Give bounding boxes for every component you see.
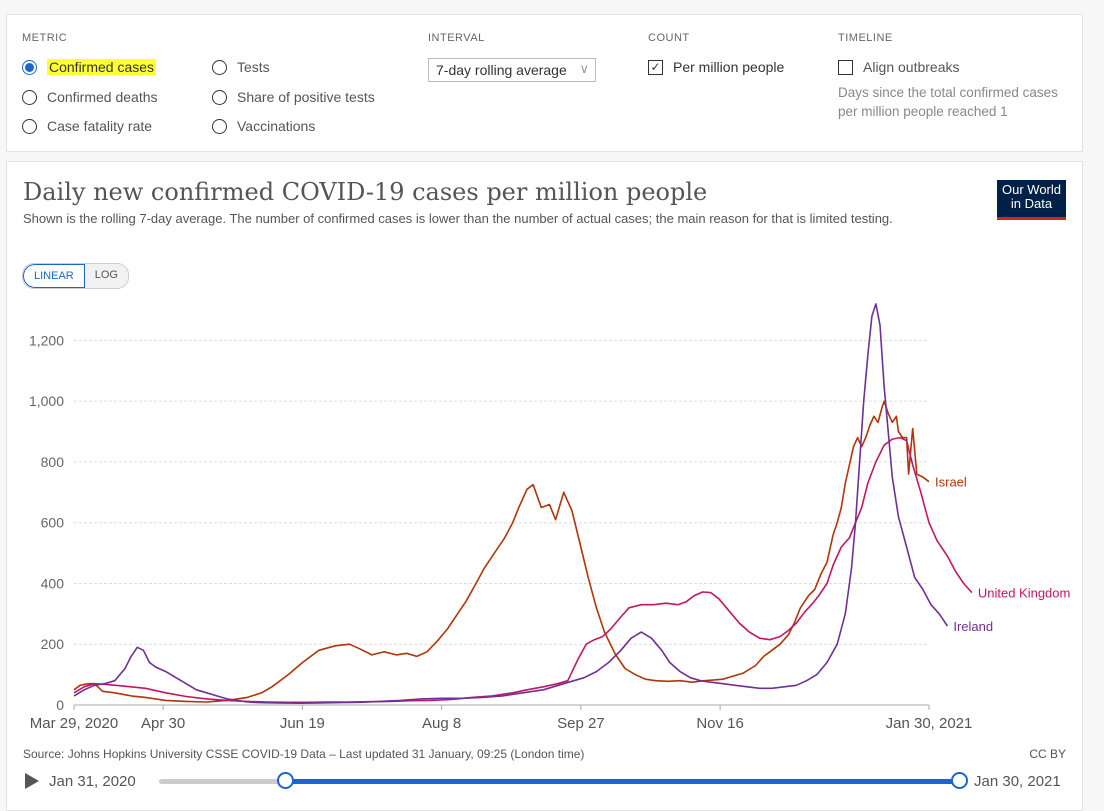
y-tick-label: 1,000 — [29, 393, 64, 409]
source-note: Source: Johns Hopkins University CSSE CO… — [23, 747, 585, 761]
metric-option-confirmed-deaths[interactable]: Confirmed deaths — [22, 89, 158, 105]
interval-heading: INTERVAL — [428, 32, 485, 44]
metric-option-share-positive-tests[interactable]: Share of positive tests — [212, 89, 375, 105]
metric-label: Case fatality rate — [47, 118, 153, 134]
line-chart: 0 200 400 600 800 1,000 1,200 Mar 29, 2020 Apr 3… — [29, 303, 1071, 732]
radio-icon[interactable] — [22, 89, 37, 105]
radio-icon[interactable] — [22, 118, 37, 134]
timeline-heading: TIMELINE — [838, 32, 893, 44]
metric-label: Confirmed cases — [47, 59, 157, 75]
checkbox-checked-icon[interactable]: ✓ — [648, 59, 663, 75]
series-end-label: Ireland — [953, 619, 993, 634]
timeline-start-label: Jan 31, 2020 — [49, 773, 136, 790]
metric-label: Tests — [237, 59, 270, 75]
y-tick-label: 200 — [41, 636, 65, 652]
series-end-label: Israel — [935, 475, 967, 490]
timeline-range-fill — [285, 779, 959, 784]
metric-label: Share of positive tests — [237, 89, 375, 105]
chart-title: Daily new confirmed COVID-19 cases per m… — [23, 178, 708, 206]
x-tick-label: Aug 8 — [422, 715, 461, 732]
x-tick-label: Apr 30 — [141, 715, 185, 732]
metric-heading: METRIC — [22, 32, 68, 44]
radio-icon[interactable] — [212, 89, 227, 105]
radio-checked-icon[interactable] — [22, 59, 37, 75]
per-million-label: Per million people — [673, 59, 785, 75]
logo-line-1: Our World — [1002, 182, 1061, 197]
interval-select[interactable]: 7-day rolling average ∨ — [428, 58, 596, 82]
checkbox-icon[interactable] — [838, 59, 853, 75]
owid-logo[interactable]: Our World in Data — [997, 180, 1066, 220]
series-line-ireland — [73, 303, 949, 705]
per-million-option[interactable]: ✓ Per million people — [648, 59, 784, 75]
metric-option-confirmed-cases[interactable]: Confirmed cases — [22, 59, 157, 75]
y-tick-label: 0 — [56, 697, 64, 713]
license-link[interactable]: CC BY — [1029, 747, 1066, 761]
series-end-label: United Kingdom — [978, 586, 1071, 601]
controls-panel: METRIC Confirmed cases Confirmed deaths … — [6, 14, 1083, 152]
x-tick-label: Mar 29, 2020 — [30, 715, 118, 732]
scale-toggle: LINEAR LOG — [22, 263, 129, 289]
y-tick-label: 1,200 — [29, 332, 64, 348]
chart-subtitle: Shown is the rolling 7-day average. The … — [23, 211, 893, 226]
log-button[interactable]: LOG — [84, 264, 128, 288]
radio-icon[interactable] — [212, 59, 227, 75]
y-tick-label: 600 — [41, 515, 65, 531]
logo-line-2: in Data — [1010, 196, 1053, 211]
timeline-slider[interactable] — [159, 772, 968, 789]
align-outbreaks-option[interactable]: Align outbreaks — [838, 59, 960, 75]
x-tick-label: Sep 27 — [557, 715, 605, 732]
timeline-note: Days since the total confirmed cases per… — [838, 85, 1058, 119]
metric-option-vaccinations[interactable]: Vaccinations — [212, 118, 315, 134]
play-icon[interactable] — [25, 773, 39, 789]
metric-label: Vaccinations — [237, 118, 316, 134]
timeline-end-label: Jan 30, 2021 — [974, 773, 1061, 790]
x-tick-label: Jun 19 — [280, 715, 325, 732]
chevron-down-icon: ∨ — [579, 61, 589, 76]
linear-button[interactable]: LINEAR — [23, 264, 85, 288]
series-line-united-kingdom — [73, 436, 973, 704]
count-heading: COUNT — [648, 32, 690, 44]
y-tick-label: 800 — [41, 454, 65, 470]
y-tick-label: 400 — [41, 575, 65, 591]
timeline-start-handle[interactable] — [276, 772, 294, 789]
metric-option-case-fatality-rate[interactable]: Case fatality rate — [22, 118, 152, 134]
x-tick-label: Nov 16 — [696, 715, 744, 732]
align-outbreaks-label: Align outbreaks — [863, 59, 960, 75]
chart-panel: Daily new confirmed COVID-19 cases per m… — [6, 161, 1083, 811]
radio-icon[interactable] — [212, 118, 227, 134]
interval-value: 7-day rolling average — [436, 62, 567, 78]
series-line-israel — [73, 400, 930, 703]
metric-option-tests[interactable]: Tests — [212, 59, 270, 75]
timeline-end-handle[interactable] — [950, 772, 968, 789]
x-tick-label: Jan 30, 2021 — [886, 715, 973, 732]
metric-label: Confirmed deaths — [47, 89, 158, 105]
